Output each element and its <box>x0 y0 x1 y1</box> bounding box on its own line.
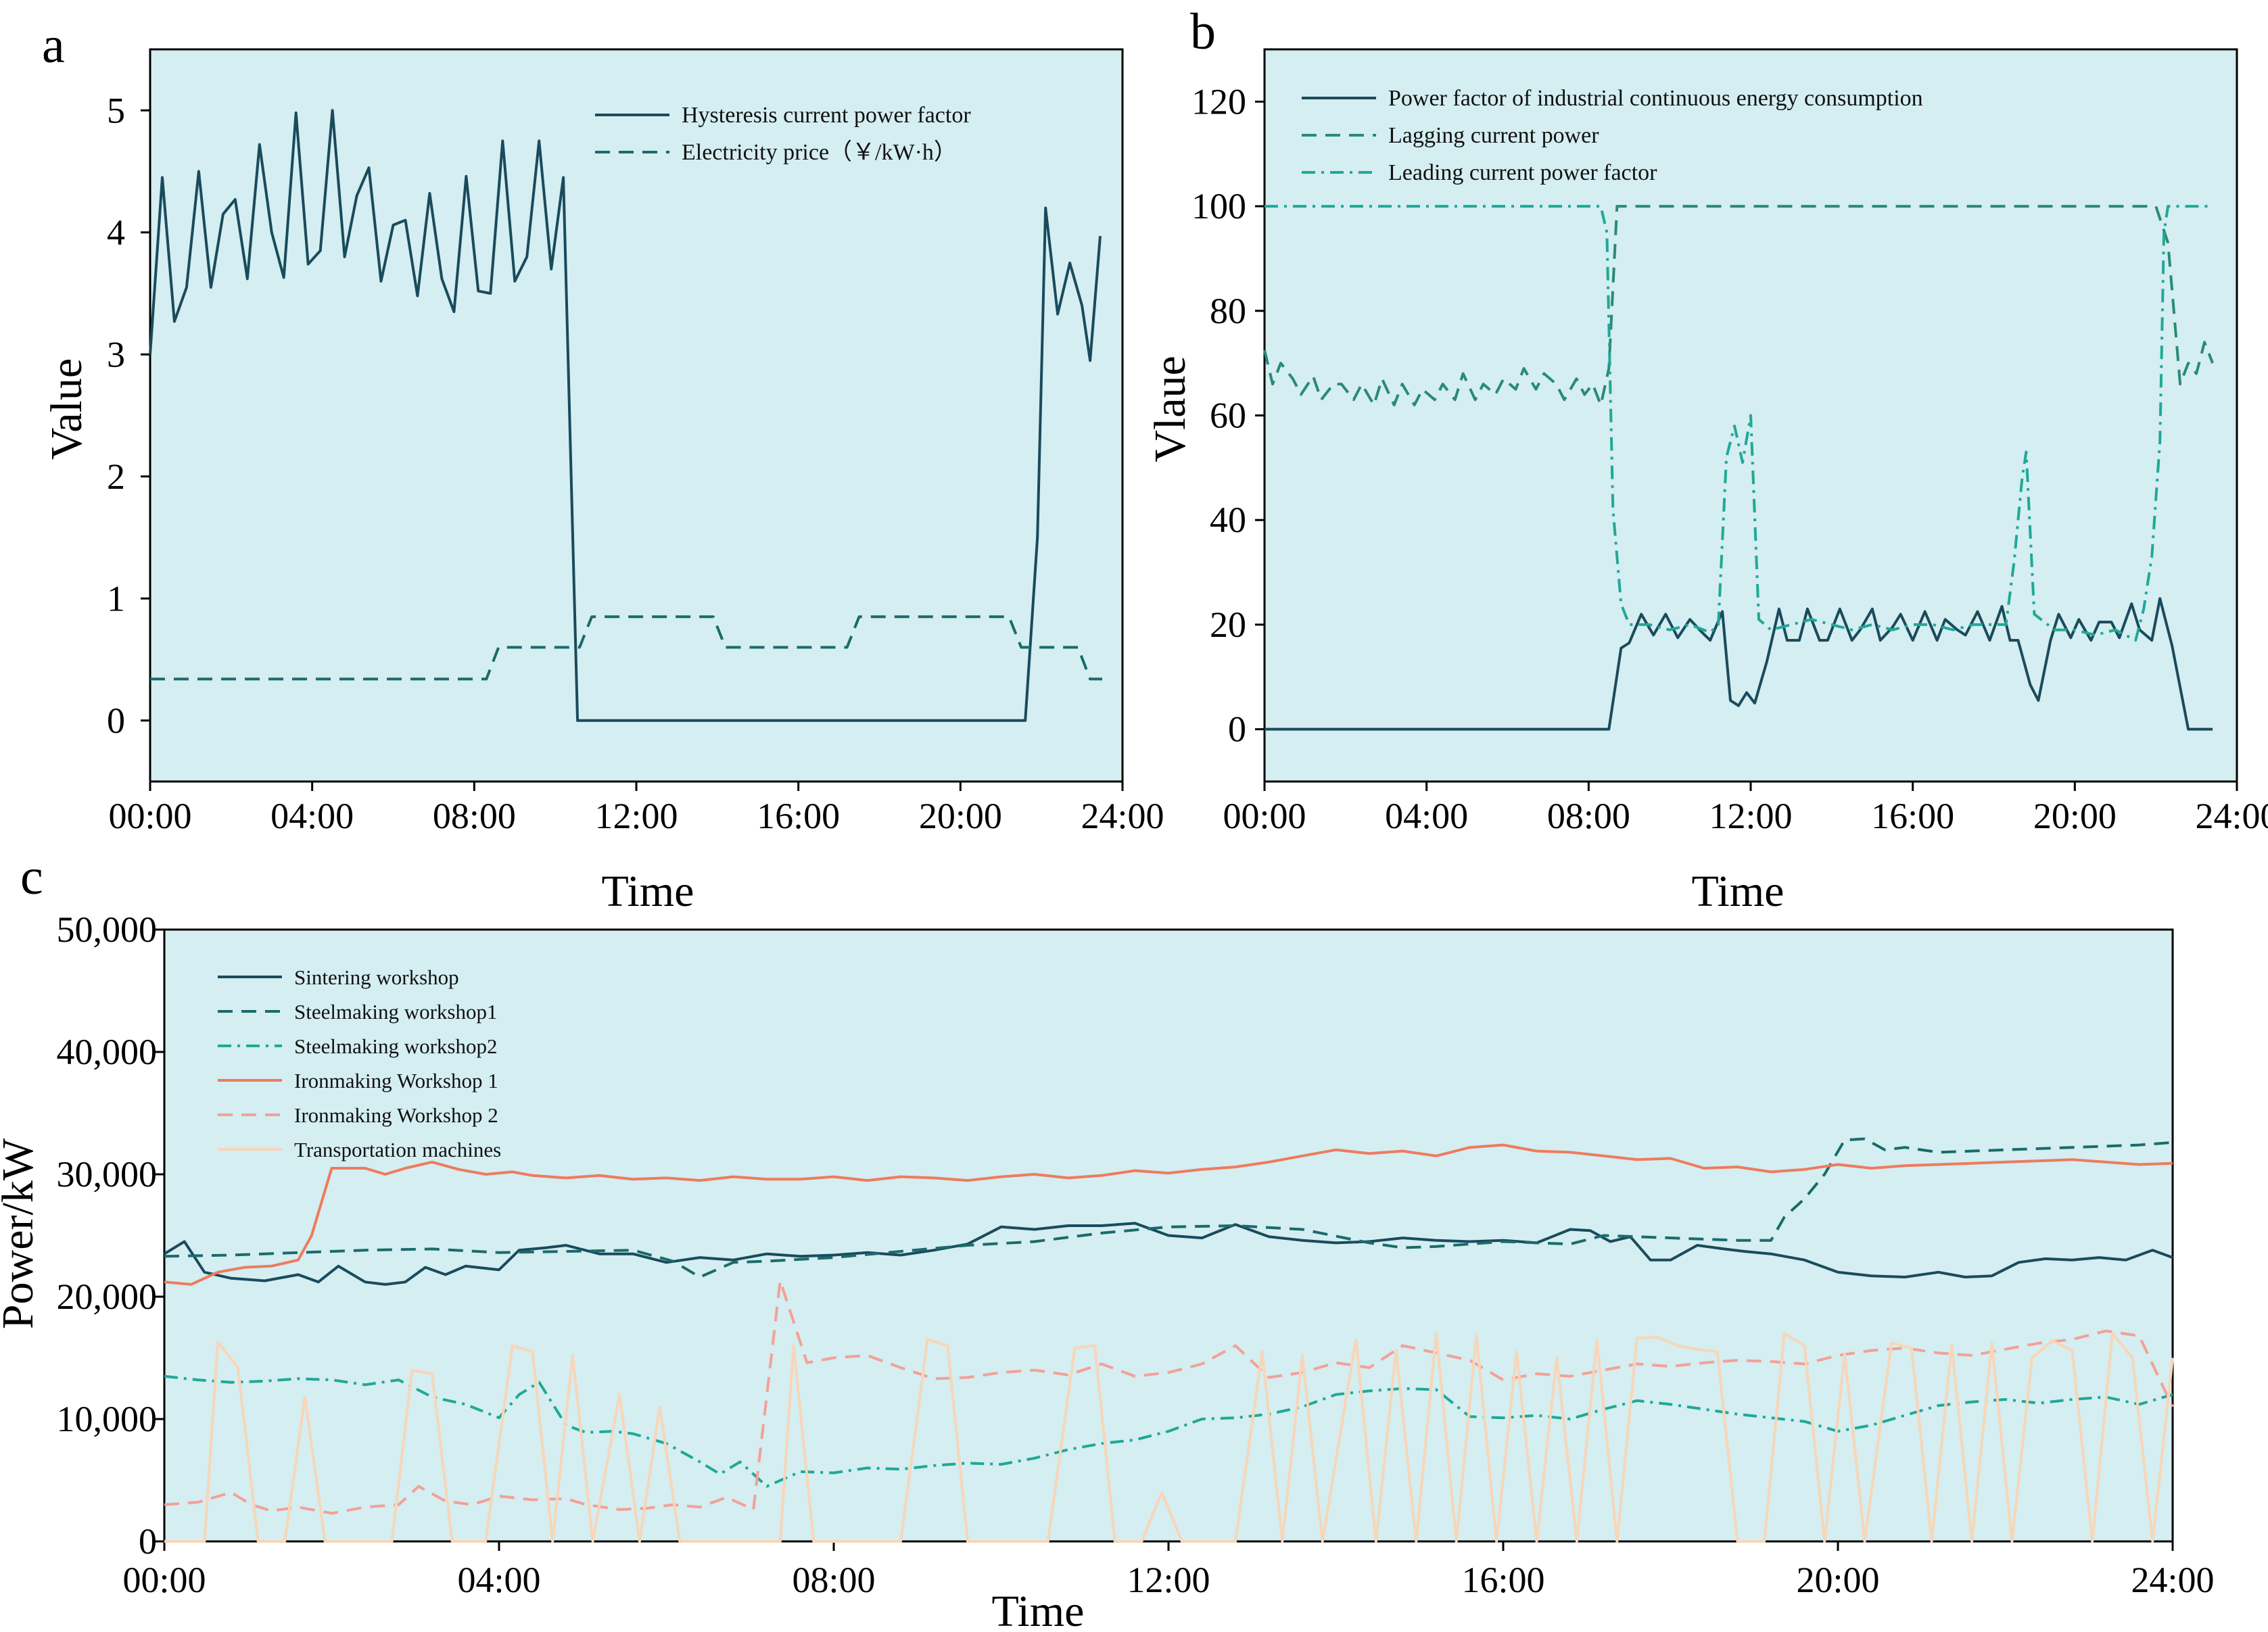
x-tick-label: 08:00 <box>792 1560 875 1600</box>
panel-b-label: b <box>1190 3 1216 60</box>
legend-label: Steelmaking workshop2 <box>294 1034 498 1058</box>
y-tick-label: 10,000 <box>57 1399 158 1439</box>
legend-label: Lagging current power <box>1388 123 1599 148</box>
x-tick-label: 00:00 <box>1223 796 1306 836</box>
y-tick-label: 20,000 <box>57 1276 158 1317</box>
panel-b-legend: Power factor of industrial continuous en… <box>1302 86 1923 185</box>
panel-a-x-axis-title: Time <box>602 867 694 916</box>
y-tick-label: 1 <box>107 578 125 619</box>
y-tick-label: 40,000 <box>57 1032 158 1072</box>
legend-label: Transportation machines <box>294 1138 501 1161</box>
series-line-ironmaking-workshop-2 <box>164 1279 2174 1515</box>
series-line-hysteresis-current-power-factor <box>149 109 1102 722</box>
x-tick-label: 12:00 <box>1709 796 1792 836</box>
y-tick-label: 100 <box>1191 186 1246 226</box>
y-tick-label: 20 <box>1210 604 1246 645</box>
x-tick-label: 20:00 <box>1796 1560 1879 1600</box>
x-tick-label: 08:00 <box>433 796 516 836</box>
panel-b-x-axis-title: Time <box>1692 867 1785 916</box>
x-tick-label: 12:00 <box>594 796 678 836</box>
panel-a-chart: a 00:00 04:00 08:00 12:00 16:00 20:00 24:00 0 1 2… <box>42 17 1164 916</box>
series-line-electricity-price-kw-h <box>150 615 1102 681</box>
y-tick-label: 120 <box>1191 81 1246 122</box>
y-tick-label: 50,000 <box>57 909 158 950</box>
x-tick-label: 16:00 <box>757 796 840 836</box>
panel-a-ticks: 00:00 04:00 08:00 12:00 16:00 20:00 24:00 0 1 2 3 4… <box>107 90 1164 836</box>
panel-c-series <box>163 1137 2174 1543</box>
panel-b-ticks: 00:00 04:00 08:00 12:00 16:00 20:00 24:00 0 20 40… <box>1191 81 2268 836</box>
y-tick-label: 5 <box>107 90 125 130</box>
panel-c-x-axis-title: Time <box>992 1587 1085 1632</box>
y-tick-label: 40 <box>1210 500 1246 540</box>
y-tick-label: 60 <box>1210 395 1246 436</box>
legend-label: Electricity price（￥/kW·h） <box>682 139 957 165</box>
series-line-sintering-workshop <box>163 1222 2173 1286</box>
x-tick-label: 24:00 <box>2131 1560 2214 1600</box>
legend-label: Sintering workshop <box>294 965 459 989</box>
x-tick-label: 24:00 <box>1081 796 1164 836</box>
x-tick-label: 24:00 <box>2195 796 2268 836</box>
panel-b-chart: b 00:00 04:00 08:00 12:00 16:00 20:00 24:00 0 20… <box>1145 3 2268 916</box>
panel-a-plot-area <box>149 48 1124 783</box>
x-tick-label: 16:00 <box>1461 1560 1544 1600</box>
panel-a-series <box>149 109 1102 722</box>
legend-label: Power factor of industrial continuous en… <box>1388 86 1923 111</box>
x-tick-label: 20:00 <box>2033 796 2117 836</box>
panel-c-ticks: 00:00 04:00 08:00 12:00 16:00 20:00 24:00 0 10,0… <box>57 909 2215 1600</box>
y-tick-label: 0 <box>139 1521 157 1562</box>
x-tick-label: 04:00 <box>1385 796 1468 836</box>
x-tick-label: 04:00 <box>270 796 354 836</box>
x-tick-label: 04:00 <box>457 1560 540 1600</box>
series-line-lagging-current-power <box>1263 205 2214 406</box>
legend-label: Ironmaking Workshop 2 <box>294 1103 498 1127</box>
panel-c-chart: c 00:00 04:00 08:00 12:00 16:00 20:00 24:00 0 10… <box>0 848 2215 1632</box>
series-line-transportation-machines <box>164 1332 2174 1543</box>
panel-b-y-axis-title: Vlaue <box>1145 356 1195 462</box>
y-tick-label: 3 <box>107 334 125 375</box>
y-tick-label: 30,000 <box>57 1154 158 1195</box>
y-tick-label: 4 <box>107 212 125 253</box>
series-line-steelmaking-workshop1 <box>164 1137 2173 1278</box>
y-tick-label: 2 <box>107 456 125 497</box>
y-tick-label: 0 <box>107 700 125 741</box>
panel-c-legend: Sintering workshop Steelmaking workshop1 S… <box>218 965 501 1161</box>
x-tick-label: 08:00 <box>1547 796 1630 836</box>
series-line-power-factor-of-industrial-continuous-energy-consumption <box>1265 597 2213 731</box>
y-tick-label: 80 <box>1210 291 1246 331</box>
panel-a-label: a <box>42 17 65 74</box>
y-tick-label: 0 <box>1228 709 1246 750</box>
x-tick-label: 12:00 <box>1127 1560 1210 1600</box>
panel-b-series <box>1263 205 2214 731</box>
panel-c-label: c <box>20 848 43 905</box>
legend-label: Steelmaking workshop1 <box>294 1000 498 1024</box>
x-tick-label: 20:00 <box>919 796 1002 836</box>
series-line-steelmaking-workshop2 <box>164 1374 2173 1488</box>
legend-label: Hysteresis current power factor <box>682 103 971 128</box>
x-tick-label: 00:00 <box>108 796 191 836</box>
series-line-leading-current-power-factor <box>1265 205 2213 642</box>
x-tick-label: 00:00 <box>122 1560 206 1600</box>
panel-a-y-axis-title: Value <box>42 358 91 460</box>
legend-label: Leading current power factor <box>1388 160 1657 185</box>
series-line-ironmaking-workshop-1 <box>164 1143 2173 1286</box>
legend-label: Ironmaking Workshop 1 <box>294 1069 498 1093</box>
x-tick-label: 16:00 <box>1871 796 1954 836</box>
panel-a-legend: Hysteresis current power factor Electrici… <box>595 103 971 165</box>
panel-c-y-axis-title: Power/kW <box>0 1138 43 1329</box>
